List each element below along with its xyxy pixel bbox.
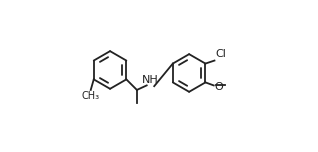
Text: Cl: Cl bbox=[215, 49, 226, 59]
Text: NH: NH bbox=[142, 75, 159, 85]
Text: CH₃: CH₃ bbox=[82, 91, 100, 101]
Text: O: O bbox=[214, 82, 223, 92]
